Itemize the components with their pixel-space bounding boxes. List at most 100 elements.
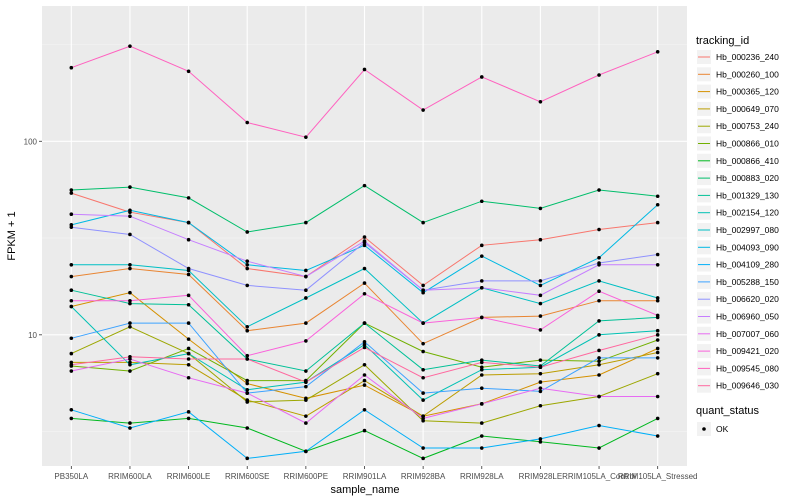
data-point bbox=[69, 188, 74, 192]
legend-label: Hb_009421_020 bbox=[716, 346, 779, 356]
data-point bbox=[655, 202, 660, 207]
data-point bbox=[479, 446, 484, 450]
data-point bbox=[128, 363, 132, 367]
data-point bbox=[186, 375, 191, 380]
data-point bbox=[304, 414, 308, 418]
x-tick-label: RRIM901LA bbox=[343, 472, 387, 481]
data-point bbox=[479, 360, 484, 365]
data-point bbox=[69, 336, 74, 341]
data-point bbox=[304, 288, 308, 293]
data-point bbox=[538, 283, 543, 288]
legend-item: Hb_009646_030 bbox=[697, 378, 779, 393]
data-point bbox=[245, 378, 250, 383]
data-point bbox=[538, 99, 543, 104]
data-point bbox=[479, 367, 484, 372]
data-point bbox=[421, 446, 425, 450]
x-tick-label: RRIM928LA bbox=[460, 472, 504, 481]
legend-label: Hb_002154_120 bbox=[716, 208, 779, 218]
legend-label: Hb_000260_100 bbox=[716, 69, 779, 79]
data-point bbox=[128, 208, 132, 213]
data-point bbox=[479, 373, 484, 377]
data-point bbox=[304, 274, 308, 279]
data-point bbox=[421, 398, 425, 402]
legend-item: Hb_002154_120 bbox=[697, 205, 779, 220]
data-point bbox=[655, 333, 660, 337]
data-point bbox=[362, 291, 367, 296]
data-point bbox=[245, 259, 250, 264]
data-point bbox=[597, 227, 601, 232]
data-point bbox=[362, 345, 367, 350]
data-point bbox=[245, 266, 250, 271]
data-point bbox=[655, 356, 660, 360]
legend-label: Hb_001329_130 bbox=[716, 190, 779, 200]
data-point bbox=[479, 285, 484, 290]
data-point bbox=[128, 298, 132, 303]
legend-label: Hb_007007_060 bbox=[716, 329, 779, 339]
data-point bbox=[655, 49, 660, 54]
data-point bbox=[304, 135, 308, 139]
data-point bbox=[304, 321, 308, 325]
data-point bbox=[597, 359, 601, 364]
data-point bbox=[479, 421, 484, 425]
data-point bbox=[421, 288, 425, 293]
x-axis-title: sample_name bbox=[330, 484, 399, 496]
data-point bbox=[186, 346, 191, 351]
data-point bbox=[128, 266, 132, 271]
data-point bbox=[597, 73, 601, 77]
legend-item: Hb_006620_020 bbox=[697, 292, 779, 307]
data-point bbox=[421, 416, 425, 421]
data-point bbox=[421, 367, 425, 372]
data-point bbox=[128, 369, 132, 373]
data-point bbox=[304, 268, 308, 273]
data-point bbox=[362, 266, 367, 271]
data-point bbox=[655, 416, 660, 421]
data-point bbox=[421, 391, 425, 395]
legend-label: Hb_009545_080 bbox=[716, 363, 779, 373]
data-point bbox=[538, 380, 543, 384]
x-tick-label: RRIM600LE bbox=[167, 472, 211, 481]
data-point bbox=[69, 191, 74, 195]
data-point bbox=[479, 386, 484, 390]
data-point bbox=[597, 279, 601, 283]
data-point bbox=[245, 283, 250, 288]
data-point bbox=[362, 407, 367, 412]
data-point bbox=[538, 365, 543, 370]
data-point bbox=[538, 440, 543, 444]
data-point bbox=[69, 288, 74, 293]
data-point bbox=[69, 369, 74, 373]
data-point bbox=[245, 120, 250, 125]
data-point bbox=[69, 298, 74, 303]
data-point bbox=[186, 357, 191, 361]
y-tick-label: 100 bbox=[24, 137, 38, 146]
data-point bbox=[186, 69, 191, 74]
data-point bbox=[421, 349, 425, 354]
data-point bbox=[304, 398, 308, 402]
data-point bbox=[597, 333, 601, 337]
legend-label: Hb_004093_090 bbox=[716, 242, 779, 252]
legend2-title: quant_status bbox=[696, 405, 759, 417]
data-point bbox=[128, 325, 132, 329]
series-points bbox=[69, 44, 660, 461]
data-point bbox=[128, 44, 132, 48]
legend-item: Hb_000866_410 bbox=[697, 153, 779, 168]
data-point bbox=[69, 351, 74, 356]
data-point bbox=[362, 67, 367, 72]
y-tick-label: 10 bbox=[28, 331, 37, 340]
data-point bbox=[186, 410, 191, 414]
data-point bbox=[362, 321, 367, 325]
data-point bbox=[186, 351, 191, 356]
legend-item: Hb_009421_020 bbox=[697, 344, 779, 359]
y-axis-ticks: 10 100 bbox=[24, 137, 42, 340]
data-point bbox=[597, 348, 601, 353]
legend-item: Hb_007007_060 bbox=[697, 326, 779, 341]
x-tick-label: RRIM600PE bbox=[284, 472, 328, 481]
data-point bbox=[597, 373, 601, 377]
legend-item: Hb_000866_010 bbox=[697, 136, 779, 151]
data-point bbox=[597, 256, 601, 260]
data-point bbox=[362, 235, 367, 239]
data-point bbox=[421, 290, 425, 295]
data-point bbox=[655, 252, 660, 257]
data-point bbox=[655, 263, 660, 267]
x-tick-label: RRIM105LA_Stressed bbox=[618, 472, 698, 481]
